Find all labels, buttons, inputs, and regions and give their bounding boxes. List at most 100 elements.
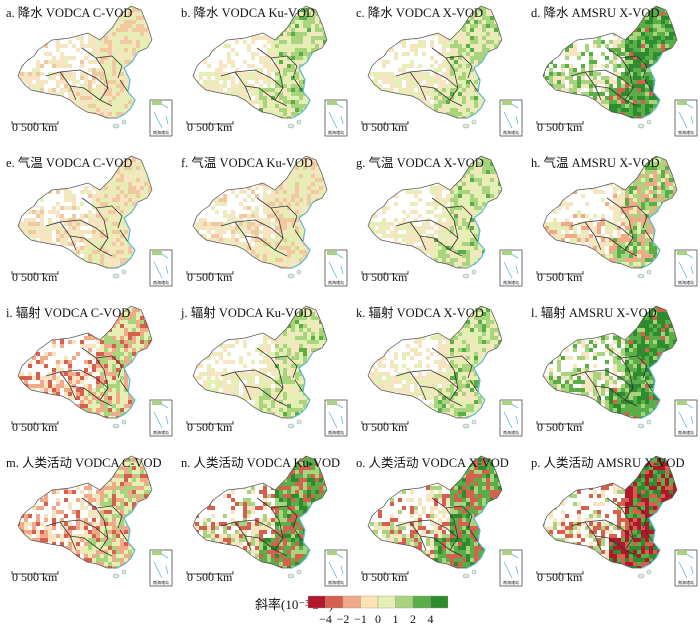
coastline — [291, 51, 314, 119]
region-boundary — [111, 55, 123, 79]
china-map: 南海诸岛 — [536, 5, 698, 137]
island — [471, 269, 477, 275]
region-boundary — [95, 507, 109, 551]
region-boundary — [59, 69, 109, 89]
region-boundary — [620, 357, 634, 401]
region-boundary — [270, 207, 284, 251]
region-boundary — [644, 529, 654, 543]
region-boundary — [234, 219, 284, 239]
region-boundary — [69, 235, 113, 257]
region-boundary — [286, 205, 298, 229]
region-boundary — [636, 205, 648, 229]
region-boundary — [234, 519, 284, 539]
china-map: 南海诸岛 — [11, 305, 173, 437]
region-boundary — [294, 229, 304, 243]
scale-bar-line — [361, 421, 409, 425]
region-boundary — [256, 347, 288, 359]
region-boundary — [59, 369, 109, 389]
scale-bar-label: 0 500 km — [12, 270, 58, 284]
region-boundary — [270, 507, 284, 551]
inset-land — [502, 551, 512, 555]
region-boundary — [409, 69, 459, 89]
panel-title: f. 气温 VODCA Ku-VOD — [181, 156, 313, 170]
trend-raster — [193, 6, 327, 118]
region-boundary — [431, 347, 463, 359]
region-boundary — [644, 229, 654, 243]
scale-bar-label: 0 500 km — [187, 570, 233, 584]
trend-raster — [18, 456, 152, 568]
coastline — [116, 501, 139, 569]
scale-bar-line — [536, 271, 584, 275]
legend-tick: −2 — [336, 612, 350, 626]
inset-label: 南海诸岛 — [503, 429, 519, 435]
region-boundary — [461, 205, 473, 229]
inset-box — [324, 99, 348, 137]
inset-land — [152, 401, 162, 405]
scale-bar-label: 0 500 km — [187, 120, 233, 134]
scale-bar-label: 0 500 km — [362, 570, 408, 584]
scale-bar-label: 0 500 km — [12, 120, 58, 134]
inset-land — [502, 251, 512, 255]
legend-tick: 2 — [410, 612, 416, 626]
map-panel: 南海诸岛 b. 降水 VODCA Ku-VOD 0 500 km — [175, 0, 350, 150]
region-boundary — [584, 369, 634, 389]
region-boundary — [594, 85, 638, 107]
china-map: 南海诸岛 — [361, 305, 523, 437]
inset-land — [327, 101, 337, 105]
inset-land — [677, 101, 687, 105]
scale-bar-label: 0 500 km — [537, 120, 583, 134]
region-boundary — [636, 505, 648, 529]
island — [121, 419, 127, 425]
scale-bar-label: 0 500 km — [12, 420, 58, 434]
inset-land — [327, 551, 337, 555]
legend-swatch — [395, 595, 414, 609]
region-boundary — [606, 497, 638, 509]
scale-bar-line — [11, 271, 59, 275]
china-map: 南海诸岛 — [11, 455, 173, 587]
region-boundary — [119, 229, 129, 243]
inset-label: 南海诸岛 — [153, 129, 169, 135]
inset-land — [152, 101, 162, 105]
map-panel: 南海诸岛 e. 气温 VODCA C-VOD 0 500 km — [0, 150, 175, 300]
inset-label: 南海诸岛 — [328, 429, 344, 435]
island — [287, 573, 295, 579]
trend-raster — [193, 306, 327, 418]
trend-raster — [543, 306, 677, 418]
region-boundary — [570, 71, 602, 101]
panel-title: g. 气温 VODCA X-VOD — [356, 156, 484, 170]
scale-bar-line — [361, 121, 409, 125]
panel-title: p. 人类活动 AMSRU X-VOD — [531, 456, 685, 470]
panel-title: d. 降水 AMSRU X-VOD — [531, 6, 660, 20]
inset-land — [677, 551, 687, 555]
coastline — [641, 351, 664, 419]
region-boundary — [220, 221, 252, 251]
china-map: 南海诸岛 — [361, 455, 523, 587]
region-boundary — [461, 505, 473, 529]
scale-bar-line — [536, 421, 584, 425]
scale-bar-line — [11, 121, 59, 125]
china-map: 南海诸岛 — [361, 5, 523, 137]
panel-title: i. 辐射 VODCA C-VOD — [6, 306, 131, 320]
region-boundary — [395, 371, 427, 401]
inset-box — [149, 399, 173, 437]
inset-box — [149, 249, 173, 287]
inset-land — [502, 101, 512, 105]
map-panel: 南海诸岛 j. 辐射 VODCA Ku-VOD 0 500 km — [175, 300, 350, 450]
coastline — [291, 351, 314, 419]
scale-bar-line — [361, 271, 409, 275]
china-map: 南海诸岛 — [361, 155, 523, 287]
region-boundary — [461, 355, 473, 379]
region-boundary — [220, 521, 252, 551]
scale-bar-label: 0 500 km — [537, 570, 583, 584]
island — [287, 273, 295, 279]
island — [296, 419, 302, 425]
inset-land — [502, 401, 512, 405]
trend-raster — [193, 156, 327, 268]
panel-title: c. 降水 VODCA X-VOD — [356, 6, 484, 20]
panel-title: n. 人类活动 VODCA Ku-VOD — [181, 456, 341, 470]
island — [637, 123, 645, 129]
china-map: 南海诸岛 — [186, 155, 348, 287]
map-panel: 南海诸岛 i. 辐射 VODCA C-VOD 0 500 km — [0, 300, 175, 450]
island — [296, 569, 302, 575]
inset-box — [149, 99, 173, 137]
